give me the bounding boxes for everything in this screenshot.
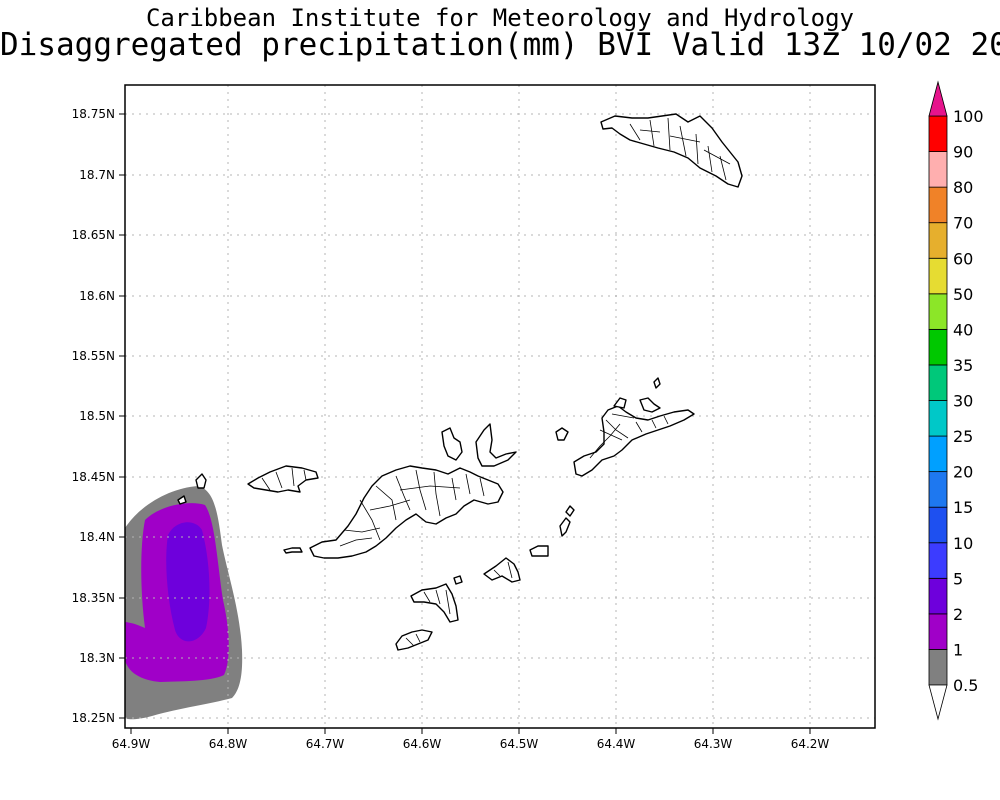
island-great-camanoe: [475, 423, 517, 467]
colorbar-label: 1: [953, 640, 963, 659]
colorbar-top-triangle: [928, 80, 948, 117]
lat-labels: 18.75N 18.7N 18.65N 18.6N 18.55N 18.5N 1…: [72, 107, 115, 725]
lat-label: 18.55N: [72, 349, 115, 363]
colorbar-label: 2: [953, 605, 963, 624]
lon-labels: 64.9W 64.8W 64.7W 64.6W 64.5W 64.4W 64.3…: [112, 737, 830, 751]
lat-label: 18.6N: [79, 289, 115, 303]
colorbar-cell: [928, 613, 948, 650]
colorbar-cell: [928, 364, 948, 401]
island-islet-e: [453, 575, 463, 585]
colorbar-label: 10: [953, 534, 973, 553]
island-norman: [395, 629, 433, 651]
lat-label: 18.4N: [79, 530, 115, 544]
lat-label: 18.75N: [72, 107, 115, 121]
colorbar-label: 90: [953, 143, 973, 162]
colorbar-label: 15: [953, 498, 973, 517]
colorbar-label: 35: [953, 356, 973, 375]
colorbar-cell: [928, 471, 948, 508]
admin-boundaries: [261, 117, 731, 647]
colorbar-cell: [928, 400, 948, 437]
lon-label: 64.4W: [597, 737, 636, 751]
colorbar-cell: [928, 328, 948, 366]
lat-label: 18.5N: [79, 409, 115, 423]
colorbar-cell: [928, 222, 948, 259]
colorbar-bottom-triangle: [928, 684, 948, 721]
colorbar-label: 25: [953, 427, 973, 446]
lon-label: 64.5W: [500, 737, 539, 751]
colorbar-cell: [928, 151, 948, 188]
colorbar-cell: [928, 115, 948, 152]
colorbar-label: 50: [953, 285, 973, 304]
island-guana: [441, 427, 463, 461]
institute-title: Caribbean Institute for Meteorology and …: [145, 4, 854, 32]
colorbar-cell: [928, 506, 948, 544]
colorbar-label: 30: [953, 392, 973, 411]
lat-label: 18.7N: [79, 168, 115, 182]
island-broken: [565, 505, 575, 517]
colorbar-cell: [928, 186, 948, 224]
island-islet-c: [177, 495, 187, 505]
lon-label: 64.7W: [306, 737, 345, 751]
colorbar-cell: [928, 293, 948, 330]
lat-label: 18.25N: [72, 711, 115, 725]
colorbar-label: 40: [953, 320, 973, 339]
lon-label: 64.2W: [791, 737, 830, 751]
lat-label: 18.35N: [72, 591, 115, 605]
colorbar-label: 100: [953, 107, 984, 126]
island-islet-d: [653, 377, 661, 389]
island-peter: [410, 583, 459, 623]
colorbar-label: 60: [953, 249, 973, 268]
colorbar-cell: [928, 577, 948, 615]
lon-label: 64.6W: [403, 737, 442, 751]
island-islet-a: [555, 427, 569, 441]
island-eustatia: [613, 397, 627, 409]
islands: [177, 113, 743, 651]
lat-label: 18.45N: [72, 470, 115, 484]
island-fallen-jerusalem: [559, 517, 571, 537]
grid-lines: [125, 85, 875, 728]
colorbar-cell: [928, 649, 948, 686]
map-frame: [124, 84, 876, 729]
lon-label: 64.3W: [694, 737, 733, 751]
precip-area-2mm: [166, 522, 210, 642]
island-little-jost: [283, 547, 303, 554]
island-jost-van-dyke: [247, 465, 319, 493]
colorbar-cell: [928, 542, 948, 579]
lat-label: 18.3N: [79, 651, 115, 665]
colorbar-label: 0.5: [953, 676, 978, 695]
lat-label: 18.65N: [72, 228, 115, 242]
island-tortola: [309, 465, 504, 559]
island-virgin-gorda: [573, 405, 695, 477]
colorbar-cell: [928, 257, 948, 295]
colorbar-label: 70: [953, 214, 973, 233]
lon-label: 64.8W: [209, 737, 248, 751]
tick-marks: [119, 113, 811, 734]
island-cooper-salt: [483, 557, 521, 583]
island-ginger: [529, 545, 549, 557]
colorbar-label: 20: [953, 463, 973, 482]
product-title: Disaggregated precipitation(mm) BVI Vali…: [0, 27, 1000, 63]
island-islet-b: [195, 473, 207, 489]
island-mosquito: [639, 397, 661, 413]
lon-label: 64.9W: [112, 737, 151, 751]
colorbar-label: 5: [953, 569, 963, 588]
precip-shading: [125, 486, 243, 720]
colorbar-label: 80: [953, 178, 973, 197]
island-anegada: [600, 113, 743, 188]
colorbar-cell: [928, 435, 948, 473]
